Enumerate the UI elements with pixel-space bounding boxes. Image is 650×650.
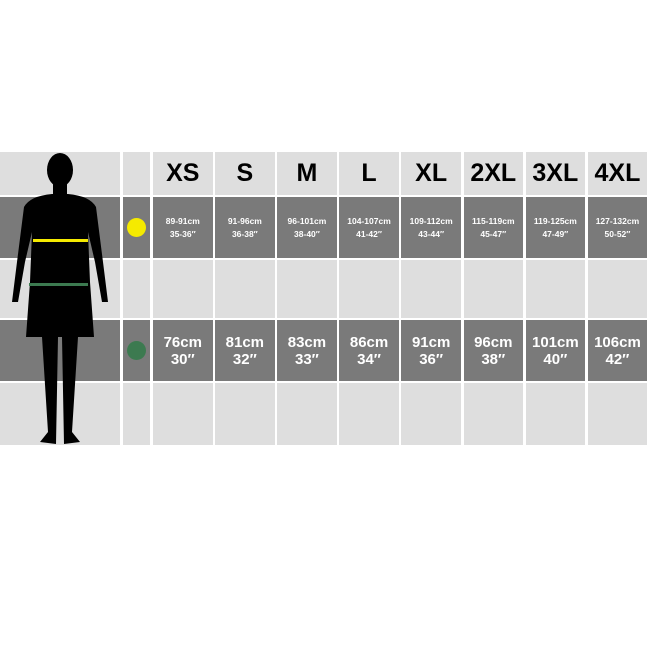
chest-cm: 89-91cm: [165, 215, 200, 226]
waist-cm: 83cm: [287, 333, 327, 351]
waist-in: 36″: [419, 350, 444, 368]
waist-measurement: 81cm 32″: [215, 320, 275, 381]
waist-cm: 76cm: [163, 333, 202, 351]
chest-in: 47-49″: [542, 228, 569, 239]
grid-cell: [525, 383, 586, 445]
chest-measurement: 109-112cm 43-44″: [401, 197, 461, 258]
waist-cm: 81cm: [225, 333, 265, 351]
chest-measurement: 127-132cm 50-52″: [587, 197, 648, 258]
grid-cell: [123, 152, 150, 195]
grid-cell: [401, 383, 461, 445]
grid-cell: [277, 260, 337, 318]
waist-measurement: 83cm 33″: [277, 320, 337, 381]
waist-in: 33″: [295, 350, 319, 368]
chest-cm: 109-112cm: [409, 215, 453, 226]
chest-cm: 91-96cm: [227, 215, 262, 226]
chest-measurement: 89-91cm 35-36″: [153, 197, 213, 258]
waist-dot-icon: [127, 341, 146, 360]
waist-in: 40″: [543, 350, 568, 368]
chest-in: 35-36″: [169, 228, 196, 239]
grid-cell: [587, 260, 648, 318]
chest-in: 36-38″: [231, 228, 258, 239]
chest-cm: 96-101cm: [287, 215, 327, 226]
chest-dot-icon: [127, 218, 146, 237]
size-header: 2XL: [463, 152, 523, 195]
grid-cell: [463, 383, 523, 445]
waist-in: 42″: [605, 350, 630, 368]
chest-measurement: 119-125cm 47-49″: [525, 197, 586, 258]
size-header: S: [215, 152, 275, 195]
waist-cm: 106cm: [594, 333, 641, 351]
chest-in: 38-40″: [294, 228, 320, 239]
chest-measurement: 115-119cm 45-47″: [463, 197, 523, 258]
grid-cell: [339, 260, 399, 318]
chest-measurement: 91-96cm 36-38″: [215, 197, 275, 258]
chest-cm: 127-132cm: [595, 215, 640, 226]
chest-in: 45-47″: [480, 228, 507, 239]
grid-cell: [587, 383, 648, 445]
waist-cm: 86cm: [349, 333, 389, 351]
size-header: 4XL: [587, 152, 648, 195]
chest-measurement: 96-101cm 38-40″: [277, 197, 337, 258]
chest-in: 50-52″: [604, 228, 631, 239]
waist-measurement: 96cm 38″: [463, 320, 523, 381]
waist-measurement: 91cm 36″: [401, 320, 461, 381]
grid-cell: [401, 260, 461, 318]
waist-measurement: 76cm 30″: [153, 320, 213, 381]
grid-cell: [525, 260, 586, 318]
waist-in: 34″: [357, 350, 381, 368]
chest-in: 41-42″: [356, 228, 382, 239]
grid-cell: [215, 383, 275, 445]
chest-cm: 115-119cm: [471, 215, 515, 226]
size-header: XL: [401, 152, 461, 195]
size-header: 3XL: [525, 152, 586, 195]
waist-measurement: 86cm 34″: [339, 320, 399, 381]
grid-cell: [123, 197, 150, 258]
chest-cm: 104-107cm: [347, 215, 391, 226]
grid-cell: [215, 260, 275, 318]
size-header: M: [277, 152, 337, 195]
size-header: L: [339, 152, 399, 195]
waist-cm: 96cm: [474, 333, 513, 351]
waist-measurement: 101cm 40″: [525, 320, 586, 381]
waist-in: 32″: [232, 350, 257, 368]
grid-cell: [153, 383, 213, 445]
chest-in: 43-44″: [418, 228, 445, 239]
grid-cell: [339, 383, 399, 445]
grid-cell: [153, 260, 213, 318]
size-header: XS: [153, 152, 213, 195]
waist-cm: 101cm: [531, 333, 579, 351]
grid-cell: [123, 383, 150, 445]
grid-cell: [0, 383, 120, 445]
chest-measurement: 104-107cm 41-42″: [339, 197, 399, 258]
grid-cell: [123, 260, 150, 318]
body-silhouette-icon: [12, 153, 108, 444]
grid-cell: [463, 260, 523, 318]
waist-measurement: 106cm 42″: [587, 320, 648, 381]
waist-cm: 91cm: [411, 333, 451, 351]
grid-cell: [277, 383, 337, 445]
waist-in: 38″: [481, 350, 506, 368]
waist-in: 30″: [170, 350, 195, 368]
chest-cm: 119-125cm: [533, 215, 577, 226]
grid-cell: [123, 320, 150, 381]
